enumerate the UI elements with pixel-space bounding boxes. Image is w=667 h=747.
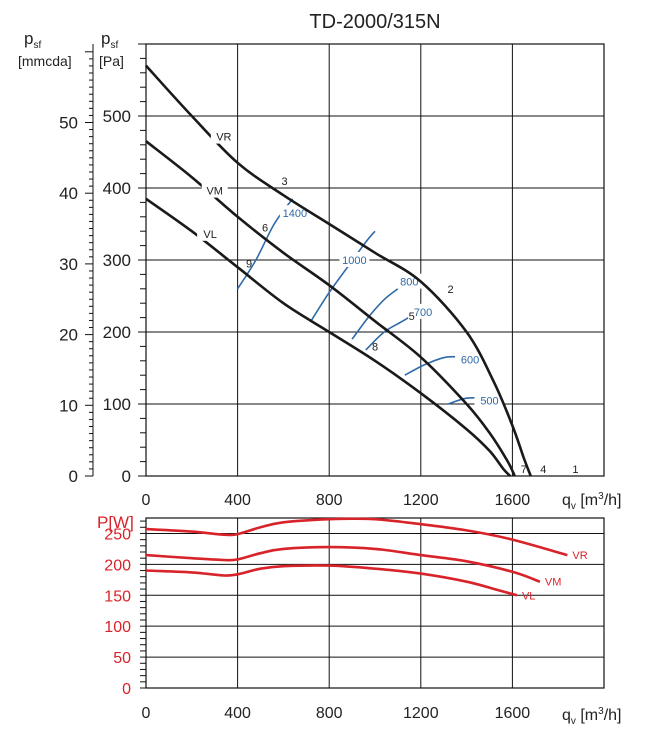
x-tick-label: 0 xyxy=(142,492,151,509)
iso-rpm-label: 1000 xyxy=(342,255,366,267)
power-x-tick-label: 1600 xyxy=(495,705,531,722)
power-curve-vl xyxy=(145,564,518,597)
power-y-tick-label: 50 xyxy=(113,650,131,667)
power-x-tick-label: 400 xyxy=(224,705,251,722)
power-y-tick-label: 150 xyxy=(104,588,131,605)
x-tick-label: 1200 xyxy=(403,492,439,509)
iso-rpm-label: 1400 xyxy=(283,208,307,220)
iso-rpm-label: 700 xyxy=(414,307,432,319)
y-tick-label-mmcda: 40 xyxy=(59,184,78,203)
pressure-curve-vl xyxy=(145,197,512,477)
power-x-tick-label: 800 xyxy=(316,705,343,722)
power-x-tick-label: 0 xyxy=(142,705,151,722)
power-axis-label: P[W] xyxy=(97,513,134,532)
power-y-tick-label: 250 xyxy=(104,526,131,543)
curve-label: VM xyxy=(206,186,223,198)
power-curve-vm xyxy=(145,545,541,583)
y-tick-label-pa: 100 xyxy=(103,395,131,414)
power-curve-label: VM xyxy=(545,577,562,589)
point-label: 6 xyxy=(262,223,268,235)
curve-label-bg xyxy=(201,182,228,198)
pressure-curve-vr xyxy=(145,64,532,477)
point-label: 9 xyxy=(246,259,252,271)
y-tick-label-pa: 200 xyxy=(103,323,131,342)
power-y-tick-label: 0 xyxy=(122,681,131,698)
y-tick-label-pa: 0 xyxy=(122,467,131,486)
point-label: 8 xyxy=(372,341,378,353)
y-axis-symbol-mmcda: psf xyxy=(24,29,41,51)
iso-rpm-curve xyxy=(310,230,376,322)
x-tick-label: 400 xyxy=(224,492,251,509)
y-tick-label-mmcda: 10 xyxy=(59,396,78,415)
power-curve-label: VL xyxy=(522,590,535,602)
x-axis-label-bottom: qv [m3/h] xyxy=(562,706,621,727)
y-axis-unit-mmcda: [mmcda] xyxy=(18,53,72,69)
iso-rpm-label: 800 xyxy=(400,277,418,289)
iso-rpm-curve xyxy=(351,288,399,340)
x-tick-label: 800 xyxy=(316,492,343,509)
y-tick-label-pa: 500 xyxy=(103,107,131,126)
iso-rpm-label-bg xyxy=(455,351,486,367)
point-label: 2 xyxy=(448,284,454,296)
iso-rpm-label: 600 xyxy=(461,354,479,366)
power-curve-label: VR xyxy=(572,550,587,562)
y-tick-label-mmcda: 30 xyxy=(59,255,78,274)
y-tick-label-pa: 300 xyxy=(103,251,131,270)
curve-label: VL xyxy=(203,229,216,241)
x-axis-label-top: qv [m3/h] xyxy=(562,491,621,512)
iso-rpm-label: 500 xyxy=(480,395,498,407)
iso-rpm-label-bg xyxy=(279,205,310,221)
iso-rpm-label-bg xyxy=(339,252,370,267)
y-tick-label-pa: 400 xyxy=(103,179,131,198)
point-label: 5 xyxy=(409,311,415,323)
y-axis-symbol-pa: psf xyxy=(101,29,118,51)
y-tick-label-mmcda: 50 xyxy=(59,114,78,133)
curve-label: VR xyxy=(216,132,231,144)
point-label: 4 xyxy=(540,464,546,476)
pressure-curve-vm xyxy=(145,140,516,477)
x-tick-label: 1600 xyxy=(495,492,531,509)
power-y-tick-label: 100 xyxy=(104,619,131,636)
y-tick-label-mmcda: 0 xyxy=(69,467,78,486)
point-label: 1 xyxy=(572,464,578,476)
point-label: 7 xyxy=(521,464,527,476)
iso-rpm-label-bg xyxy=(474,392,505,408)
point-label: 3 xyxy=(281,176,287,188)
curve-label-bg xyxy=(197,225,224,241)
power-plot-frame xyxy=(145,517,605,689)
chart-title: TD-2000/315N xyxy=(309,11,440,33)
power-y-tick-label: 200 xyxy=(104,557,131,574)
power-curve-vr xyxy=(145,517,568,557)
y-tick-label-mmcda: 20 xyxy=(59,326,78,345)
curve-label-bg xyxy=(210,128,237,144)
iso-rpm-label-bg xyxy=(408,303,439,319)
power-x-tick-label: 1200 xyxy=(403,705,439,722)
y-axis-unit-pa: [Pa] xyxy=(99,53,124,69)
